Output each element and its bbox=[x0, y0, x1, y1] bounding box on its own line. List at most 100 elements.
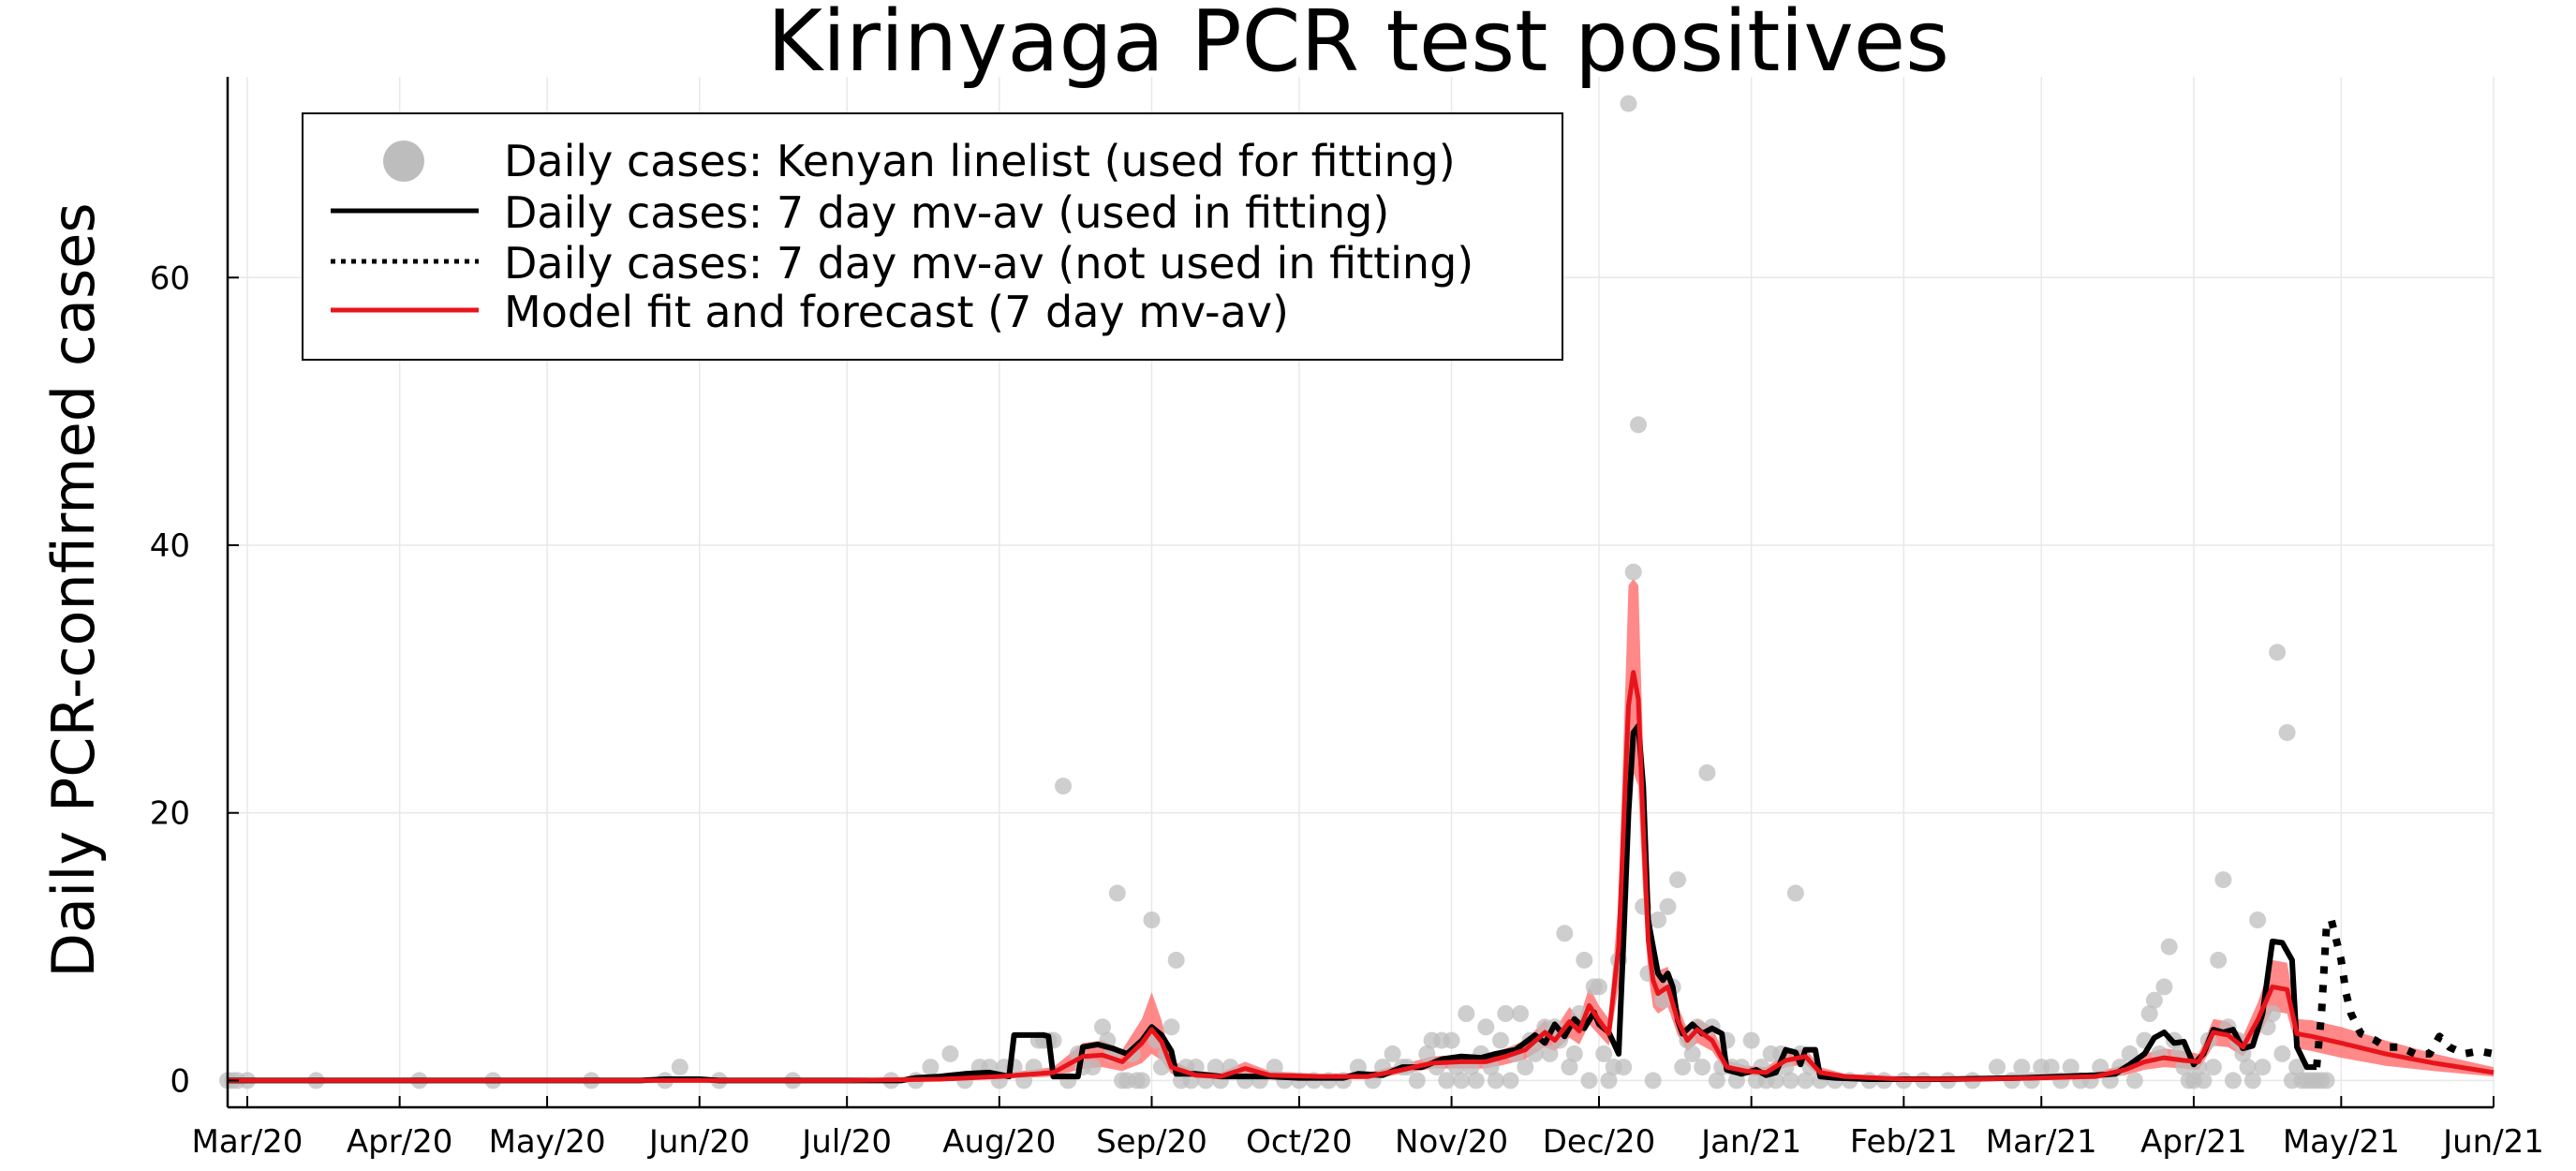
linelist-point bbox=[1620, 95, 1637, 112]
linelist-point bbox=[2155, 978, 2173, 996]
linelist-point bbox=[1084, 1059, 1102, 1076]
linelist-point bbox=[1683, 1045, 1701, 1062]
linelist-point bbox=[1492, 1031, 1509, 1049]
x-tick-label: Nov/20 bbox=[1395, 1123, 1508, 1161]
linelist-point bbox=[1576, 951, 1593, 969]
linelist-point bbox=[2224, 1072, 2242, 1089]
linelist-point bbox=[1108, 884, 1126, 902]
linelist-point bbox=[1591, 978, 1607, 996]
linelist-point bbox=[1989, 1059, 2006, 1076]
linelist-point bbox=[1502, 1072, 1519, 1089]
y-tick-label: 0 bbox=[170, 1062, 190, 1100]
legend-label: Daily cases: Kenyan linelist (used for f… bbox=[504, 136, 1456, 186]
x-tick-label: Apr/20 bbox=[347, 1123, 453, 1161]
linelist-point bbox=[1512, 1005, 1529, 1022]
linelist-point bbox=[2269, 644, 2287, 661]
line-layer bbox=[228, 670, 2495, 1084]
legend-label: Model fit and forecast (7 day mv-av) bbox=[504, 287, 1289, 337]
linelist-point bbox=[1167, 951, 1185, 969]
model-fit-line bbox=[228, 670, 2495, 1083]
linelist-point bbox=[2263, 1005, 2281, 1022]
x-tick-label: May/21 bbox=[2283, 1123, 2400, 1161]
linelist-point bbox=[1644, 1072, 1662, 1089]
linelist-point bbox=[2243, 1072, 2261, 1089]
linelist-point bbox=[1742, 1031, 1760, 1049]
linelist-point bbox=[2140, 1005, 2158, 1022]
linelist-point bbox=[1055, 778, 1072, 795]
x-tick-label: Jul/20 bbox=[800, 1123, 892, 1161]
linelist-point bbox=[1650, 912, 1666, 928]
linelist-point bbox=[1694, 1059, 1711, 1076]
linelist-point bbox=[2204, 1059, 2222, 1076]
linelist-point bbox=[2062, 1059, 2080, 1076]
linelist-point bbox=[671, 1059, 688, 1076]
linelist-point bbox=[2258, 1018, 2276, 1036]
y-tick-label: 20 bbox=[150, 795, 190, 833]
linelist-point bbox=[1443, 1031, 1460, 1049]
legend-label: Daily cases: 7 day mv-av (not used in fi… bbox=[504, 238, 1473, 289]
linelist-point bbox=[2214, 871, 2232, 889]
x-tick-label: Mar/20 bbox=[192, 1123, 303, 1161]
x-tick-label: Aug/20 bbox=[942, 1123, 1056, 1161]
linelist-point bbox=[2288, 1059, 2306, 1076]
x-tick-label: Jan/21 bbox=[1699, 1123, 1801, 1161]
linelist-point bbox=[941, 1045, 959, 1062]
y-tick-label: 60 bbox=[150, 259, 190, 297]
linelist-point bbox=[2125, 1072, 2143, 1089]
x-tick-label: Sep/20 bbox=[1096, 1123, 1207, 1161]
linelist-point bbox=[2195, 1072, 2213, 1089]
linelist-point bbox=[1143, 912, 1161, 928]
linelist-point bbox=[1797, 1072, 1814, 1089]
linelist-point bbox=[1654, 991, 1672, 1009]
linelist-point bbox=[1615, 1059, 1633, 1076]
x-tick-label: Jun/21 bbox=[2441, 1123, 2544, 1161]
linelist-point bbox=[2273, 1045, 2291, 1062]
linelist-point bbox=[1624, 563, 1642, 581]
linelist-point bbox=[1630, 416, 1647, 434]
linelist-point bbox=[1207, 1059, 1224, 1076]
linelist-point bbox=[1556, 925, 1574, 942]
linelist-point bbox=[1595, 1045, 1613, 1062]
mv-av-line-fitted bbox=[228, 722, 2317, 1084]
linelist-point bbox=[1418, 1045, 1436, 1062]
y-tick-label: 40 bbox=[150, 527, 190, 565]
linelist-point bbox=[1565, 1045, 1583, 1062]
linelist-point bbox=[1659, 897, 1677, 915]
linelist-point bbox=[2092, 1059, 2110, 1076]
linelist-point bbox=[1674, 1059, 1692, 1076]
linelist-point bbox=[922, 1059, 940, 1076]
linelist-point bbox=[1153, 1059, 1170, 1076]
linelist-point bbox=[2145, 991, 2163, 1009]
linelist-point bbox=[1517, 1059, 1534, 1076]
x-tick-label: Feb/21 bbox=[1850, 1123, 1958, 1161]
linelist-point bbox=[2249, 912, 2267, 928]
linelist-point bbox=[1526, 1045, 1544, 1062]
linelist-point bbox=[2210, 951, 2228, 969]
linelist-point bbox=[1133, 1072, 1150, 1089]
linelist-point bbox=[2317, 1072, 2335, 1089]
linelist-point bbox=[1487, 1072, 1504, 1089]
legend-box bbox=[302, 112, 1563, 361]
axes: Mar/20 Apr/20 May/20 Jun/20 Jul/20 Aug/20 Sep/… bbox=[150, 77, 2544, 1161]
linelist-point bbox=[1801, 1059, 1819, 1076]
linelist-point bbox=[2160, 938, 2178, 956]
linelist-point bbox=[2278, 724, 2296, 741]
x-tick-label: May/20 bbox=[489, 1123, 606, 1161]
linelist-point bbox=[1786, 884, 1804, 902]
x-tick-label: Apr/21 bbox=[2140, 1123, 2247, 1161]
linelist-point bbox=[1408, 1072, 1426, 1089]
legend-marker-scatter bbox=[383, 141, 424, 182]
linelist-point bbox=[2042, 1059, 2060, 1076]
linelist-point bbox=[1384, 1045, 1401, 1062]
linelist-point bbox=[1453, 1072, 1471, 1089]
x-tick-label: Mar/21 bbox=[1986, 1123, 2097, 1161]
legend-label: Daily cases: 7 day mv-av (used in fittin… bbox=[504, 187, 1389, 238]
linelist-point bbox=[1669, 871, 1686, 889]
x-tick-label: Jun/20 bbox=[647, 1123, 750, 1161]
linelist-point bbox=[1467, 1072, 1485, 1089]
linelist-point bbox=[1438, 1072, 1456, 1089]
x-tick-label: Dec/20 bbox=[1543, 1123, 1656, 1161]
linelist-point bbox=[1162, 1018, 1180, 1036]
linelist-point bbox=[1458, 1005, 1475, 1022]
